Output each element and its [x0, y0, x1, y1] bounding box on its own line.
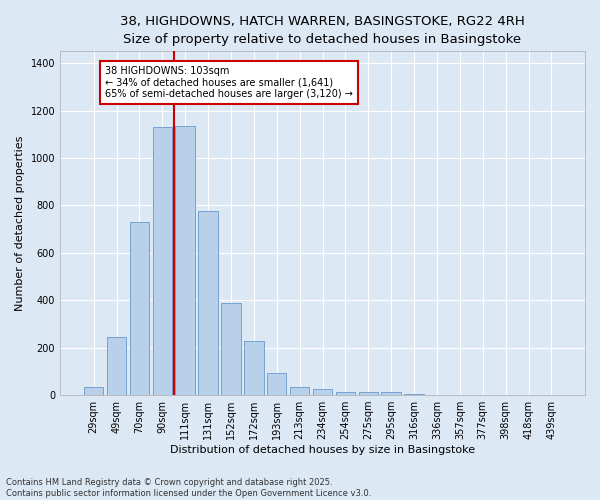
Bar — [244, 340, 263, 395]
Bar — [84, 387, 103, 395]
Bar — [221, 302, 241, 395]
Text: Contains HM Land Registry data © Crown copyright and database right 2025.
Contai: Contains HM Land Registry data © Crown c… — [6, 478, 371, 498]
Bar — [152, 127, 172, 395]
Bar — [359, 392, 378, 395]
X-axis label: Distribution of detached houses by size in Basingstoke: Distribution of detached houses by size … — [170, 445, 475, 455]
Bar — [175, 126, 195, 395]
Bar — [199, 212, 218, 395]
Bar — [335, 392, 355, 395]
Y-axis label: Number of detached properties: Number of detached properties — [15, 136, 25, 311]
Title: 38, HIGHDOWNS, HATCH WARREN, BASINGSTOKE, RG22 4RH
Size of property relative to : 38, HIGHDOWNS, HATCH WARREN, BASINGSTOKE… — [120, 15, 525, 46]
Bar — [313, 389, 332, 395]
Text: 38 HIGHDOWNS: 103sqm
← 34% of detached houses are smaller (1,641)
65% of semi-de: 38 HIGHDOWNS: 103sqm ← 34% of detached h… — [105, 66, 353, 99]
Bar — [382, 392, 401, 395]
Bar — [404, 394, 424, 395]
Bar — [130, 222, 149, 395]
Bar — [267, 372, 286, 395]
Bar — [290, 387, 310, 395]
Bar — [107, 337, 126, 395]
